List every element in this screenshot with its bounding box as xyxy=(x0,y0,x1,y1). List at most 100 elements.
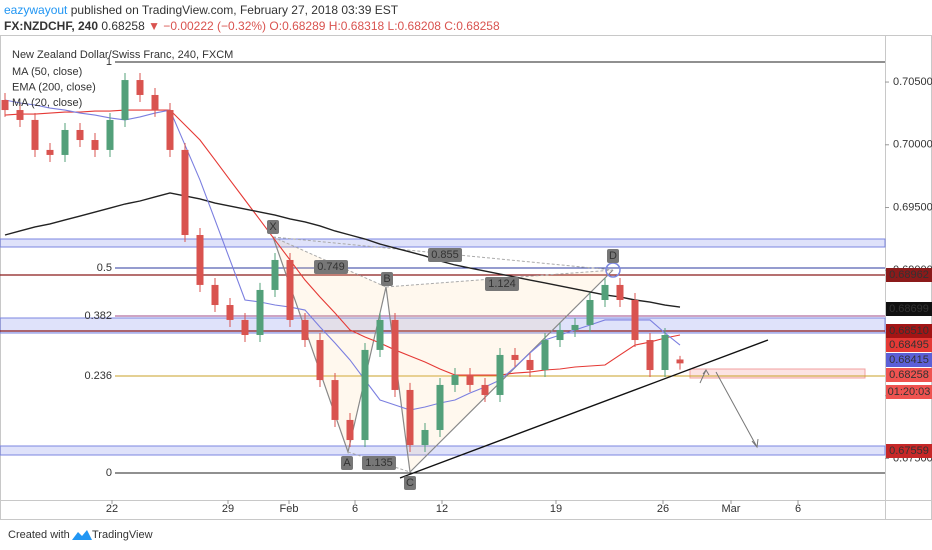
candle-body xyxy=(646,340,654,371)
x-tick-label: 6 xyxy=(352,503,358,515)
price-label: 0.67559 xyxy=(889,445,929,457)
candle-body xyxy=(436,384,444,430)
pattern-point: A xyxy=(343,457,351,469)
header-line: eazywayout published on TradingView.com,… xyxy=(4,3,399,17)
y-tick-label: 0.70000 xyxy=(893,139,932,151)
candle-body xyxy=(571,324,579,330)
price-label-box xyxy=(886,338,932,352)
tv-logo xyxy=(72,530,92,540)
indicator-line xyxy=(4,192,681,308)
candle-body xyxy=(586,299,594,325)
ratio-label: 1.135 xyxy=(365,457,393,469)
legend-entry: EMA (200, close) xyxy=(12,81,96,93)
x-tick-label: Mar xyxy=(722,503,741,515)
x-tick-label: 19 xyxy=(550,503,562,515)
pattern-point: X xyxy=(269,221,277,233)
candle-body xyxy=(166,110,174,150)
arrow xyxy=(699,369,710,384)
trend-line xyxy=(399,339,769,479)
symbol: FX:NZDCHF, 240 xyxy=(4,19,98,33)
candle-body xyxy=(541,340,549,371)
footer-brand[interactable]: TradingView xyxy=(92,529,153,541)
price-label: 0.68699 xyxy=(889,303,929,315)
candle-body xyxy=(376,319,384,350)
candle-body xyxy=(481,384,489,395)
fib-label: 0 xyxy=(106,467,112,479)
y-tick-label: 0.70500 xyxy=(893,76,932,88)
change: ▼ −0.00222 (−0.32%) xyxy=(148,19,266,33)
ratio-box xyxy=(362,456,396,470)
price-label: 0.68258 xyxy=(889,369,929,381)
ohlc: C:0.68258 xyxy=(444,19,500,33)
price-label-box xyxy=(886,268,932,282)
indicator-line xyxy=(4,109,681,376)
price-label-box xyxy=(886,444,932,458)
price-label-box xyxy=(886,324,932,338)
candle-body xyxy=(181,149,189,236)
zone xyxy=(0,317,886,334)
fib-label: 0.382 xyxy=(84,310,112,322)
candle-body xyxy=(61,129,69,155)
zone xyxy=(0,445,886,456)
pattern-point-box xyxy=(607,249,619,263)
candle-body xyxy=(496,354,504,395)
candle-body xyxy=(106,119,114,150)
ratio-label: 0.855 xyxy=(431,249,459,261)
price-label: 0.68495 xyxy=(889,339,929,351)
candle-body xyxy=(241,319,249,336)
ratio-box xyxy=(485,277,519,291)
candle-body xyxy=(526,359,534,371)
pattern-point: D xyxy=(609,250,617,262)
target-zone xyxy=(689,368,866,379)
candle-body xyxy=(151,94,159,111)
indicator-line xyxy=(4,99,681,411)
pattern-point-box xyxy=(404,476,416,490)
price-label-box xyxy=(886,302,932,316)
fib-label: 0.5 xyxy=(97,262,112,274)
candle-body xyxy=(451,375,459,385)
x-tick-label: 12 xyxy=(436,503,448,515)
candle-body xyxy=(631,299,639,341)
candle-body xyxy=(136,80,144,95)
pattern-point: B xyxy=(383,273,390,285)
ohlc: L:0.68208 xyxy=(388,19,442,33)
pattern-ratio-line xyxy=(385,269,614,288)
candle-body xyxy=(121,80,129,120)
fib-label: 0.236 xyxy=(84,370,112,382)
ratio-label: 1.124 xyxy=(488,278,516,290)
candle-body xyxy=(256,289,264,336)
candle-body xyxy=(511,354,519,360)
ratio-box xyxy=(428,248,462,262)
candle-body xyxy=(601,284,609,300)
price-label: 01:20:03 xyxy=(888,386,931,398)
ohlc: O:0.68289 xyxy=(269,19,325,33)
x-tick-label: 26 xyxy=(657,503,669,515)
author[interactable]: eazywayout xyxy=(4,3,68,17)
pattern-fill xyxy=(273,237,386,452)
candle-body xyxy=(196,235,204,285)
candle-body xyxy=(466,375,474,385)
candle-body xyxy=(91,140,99,150)
candle-body xyxy=(391,319,399,390)
footer-text: Created with xyxy=(8,529,70,541)
candle-body xyxy=(406,389,414,446)
x-tick-label: 6 xyxy=(795,503,801,515)
price-label: 0.68962 xyxy=(889,269,929,281)
candle-body xyxy=(346,419,354,441)
x-tick-label: Feb xyxy=(280,503,299,515)
price-label: 0.68415 xyxy=(889,354,929,366)
last-price: 0.68258 xyxy=(101,19,145,33)
candle-body xyxy=(1,99,9,111)
zone xyxy=(0,238,886,248)
y-tick-label: 0.69500 xyxy=(893,201,932,213)
price-label-box xyxy=(886,353,932,367)
legend-entry: MA (50, close) xyxy=(12,66,82,78)
candle-body xyxy=(271,259,279,290)
candle-body xyxy=(211,284,219,306)
legend-entry: MA (20, close) xyxy=(12,97,82,109)
arrow xyxy=(715,371,759,449)
plot: 0.675000.680000.685000.690000.695000.700… xyxy=(0,49,932,515)
candle-body xyxy=(421,429,429,446)
candle-body xyxy=(76,129,84,141)
